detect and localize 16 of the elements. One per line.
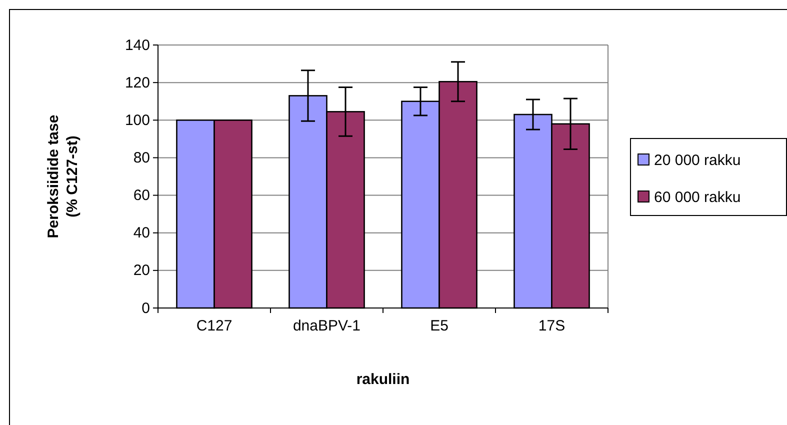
y-tick-label: 20: [133, 262, 150, 280]
legend-label: 60 000 rakku: [654, 189, 741, 206]
x-tick-label: E5: [430, 318, 448, 335]
y-axis-title: Peroksiidide tase (% C127-st): [45, 114, 81, 238]
legend-label: 20 000 rakku: [654, 152, 741, 169]
y-tick-label: 0: [142, 300, 150, 317]
y-tick-label: 80: [133, 150, 150, 167]
y-tick-label: 60: [133, 187, 150, 204]
y-tick-label: 140: [124, 36, 150, 54]
y-tick-label: 40: [133, 224, 150, 242]
x-axis-title: rakuliin: [356, 371, 410, 388]
x-tick-label: dnaBPV-1: [292, 318, 361, 335]
x-tick-label: C127: [196, 318, 232, 335]
y-tick-label: 120: [124, 74, 150, 92]
y-tick-label: 100: [124, 112, 150, 129]
x-tick-label: 17S: [538, 318, 566, 335]
